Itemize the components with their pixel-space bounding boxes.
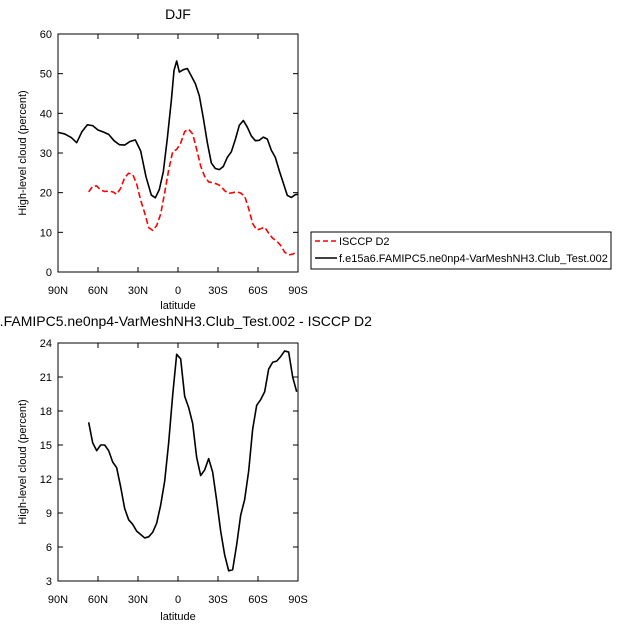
legend-label-model: f.e15a6.FAMIPC5.ne0np4-VarMeshNH3.Club_T… (339, 253, 608, 265)
bottom-y-tick-label: 15 (40, 440, 52, 452)
bottom-panel: a6.FAMIPC5.ne0np4-VarMeshNH3.Club_Test.0… (0, 313, 372, 623)
bottom-series-line-0 (87, 350, 298, 572)
top-y-tick-label: 60 (40, 29, 52, 41)
bottom-y-tick-label: 24 (40, 338, 52, 350)
bottom-y-tick-label: 18 (40, 406, 52, 418)
bottom-series (87, 350, 298, 572)
bottom-x-tick-label: 90N (48, 594, 68, 606)
top-x-tick-label: 60N (88, 285, 108, 297)
top-x-tick-label: 30N (128, 285, 148, 297)
top-x-tick-label: 60S (248, 285, 268, 297)
bottom-y-axis-title: High-level cloud (percent) (17, 399, 29, 524)
bottom-x-tick-label: 60S (248, 594, 268, 606)
top-y-tick-label: 50 (40, 69, 52, 81)
bottom-y-tick-label: 6 (46, 542, 52, 554)
top-panel: DJF High-level cloud (percent) latitude … (17, 6, 308, 312)
top-x-tick-label: 0 (175, 285, 181, 297)
bottom-y-tick-label: 9 (46, 508, 52, 520)
bottom-x-tick-label: 30S (208, 594, 228, 606)
top-ticks: 0 10 20 30 40 50 60 90N 60N 30N 0 30S 60S 90S (40, 29, 308, 297)
bottom-plot-frame (57, 342, 299, 582)
top-series-line-0 (88, 128, 298, 256)
top-y-tick-label: 30 (40, 148, 52, 160)
top-x-tick-label: 90N (48, 285, 68, 297)
legend: ISCCP D2 f.e15a6.FAMIPC5.ne0np4-VarMeshN… (310, 231, 612, 270)
bottom-ticks: 3 6 9 12 15 18 21 24 90N 60N 30N 0 30S 60S 90S (40, 338, 308, 606)
legend-label-isccp: ISCCP D2 (339, 236, 390, 248)
bottom-x-tick-label: 90S (288, 594, 308, 606)
bottom-chart-title: a6.FAMIPC5.ne0np4-VarMeshNH3.Club_Test.0… (0, 313, 372, 329)
bottom-x-tick-label: 0 (175, 594, 181, 606)
bottom-x-tick-label: 30N (128, 594, 148, 606)
top-y-axis-title: High-level cloud (percent) (17, 90, 29, 215)
top-x-tick-label: 30S (208, 285, 228, 297)
top-y-tick-label: 10 (40, 227, 52, 239)
top-chart-title: DJF (165, 6, 191, 22)
top-x-tick-label: 90S (288, 285, 308, 297)
legend-box (310, 231, 612, 270)
top-y-tick-label: 40 (40, 108, 52, 120)
top-series-line-1 (57, 60, 299, 199)
bottom-x-axis-title: latitude (160, 611, 195, 623)
bottom-y-tick-label: 21 (40, 372, 52, 384)
top-y-tick-label: 20 (40, 188, 52, 200)
bottom-y-tick-label: 3 (46, 576, 52, 588)
top-y-tick-label: 0 (46, 267, 52, 279)
bottom-x-tick-label: 60N (88, 594, 108, 606)
top-plot-frame (57, 33, 299, 273)
bottom-y-tick-label: 12 (40, 474, 52, 486)
top-x-axis-title: latitude (160, 300, 195, 312)
top-series (57, 60, 299, 256)
